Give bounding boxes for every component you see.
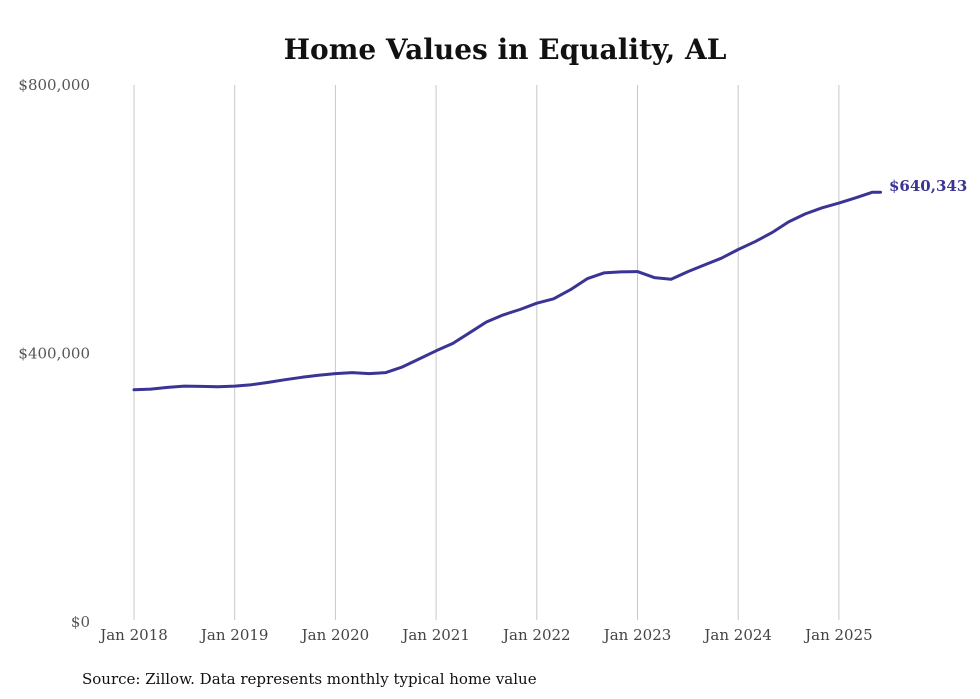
source-note: Source: Zillow. Data represents monthly …: [82, 670, 537, 688]
x-tick-label: Jan 2022: [501, 626, 571, 644]
x-axis: Jan 2018 Jan 2019 Jan 2020 Jan 2021 Jan 2022…: [98, 626, 872, 644]
last-value-label: $640,343: [889, 177, 967, 195]
y-axis: $0 $400,000 $800,000: [18, 76, 90, 631]
y-tick-label: $800,000: [18, 76, 90, 94]
x-tick-label: Jan 2021: [400, 626, 470, 644]
series-layer: [132, 190, 882, 392]
gridlines: [133, 85, 840, 620]
chart-title: Home Values in Equality, AL: [284, 33, 727, 66]
y-tick-label: $400,000: [18, 345, 90, 363]
x-tick-label: Jan 2025: [803, 626, 873, 644]
series-line: [132, 190, 882, 392]
x-tick-label: Jan 2024: [702, 626, 772, 644]
x-tick-label: Jan 2020: [300, 626, 370, 644]
y-tick-label: $0: [71, 613, 90, 631]
x-tick-label: Jan 2019: [199, 626, 269, 644]
x-tick-label: Jan 2018: [98, 626, 168, 644]
x-tick-label: Jan 2023: [602, 626, 672, 644]
